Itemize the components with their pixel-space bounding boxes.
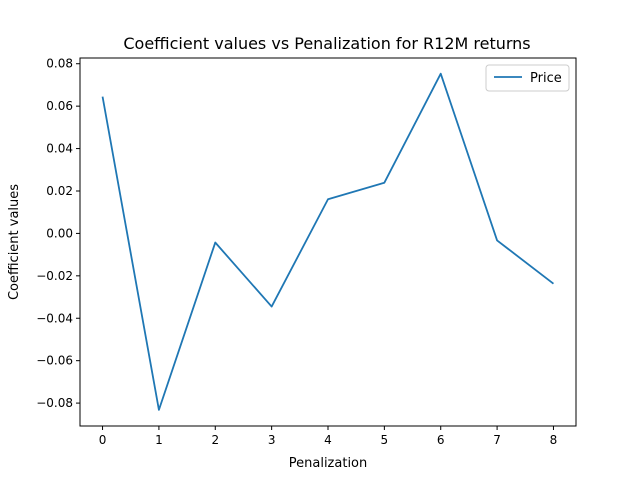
x-tick-label: 8 [550, 433, 558, 447]
y-tick-label: −0.06 [36, 354, 73, 368]
x-tick-label: 7 [493, 433, 501, 447]
x-tick-label: 5 [381, 433, 389, 447]
y-axis-label: Coefficient values [7, 184, 22, 300]
legend: Price [485, 64, 570, 92]
y-tick-label: 0.06 [46, 99, 73, 113]
y-tick-label: 0.00 [46, 226, 73, 240]
y-tick-label: 0.04 [46, 142, 73, 156]
series-line-price [101, 72, 554, 411]
plot-frame [79, 57, 577, 427]
x-tick-label: 6 [437, 433, 445, 447]
x-tick-label: 1 [155, 433, 163, 447]
chart-title: Coefficient values vs Penalization for R… [123, 34, 530, 53]
y-axis-ticks: −0.08 −0.06 −0.04 −0.02 0.00 0.02 0.04 0.06 0.08 [36, 57, 80, 410]
y-tick-label: −0.04 [36, 311, 73, 325]
y-tick-label: 0.08 [46, 57, 73, 71]
legend-box [485, 64, 570, 92]
legend-label-price: Price [530, 71, 562, 86]
x-tick-label: 4 [324, 433, 332, 447]
x-tick-label: 3 [268, 433, 276, 447]
y-tick-label: 0.02 [46, 184, 73, 198]
x-tick-label: 2 [211, 433, 219, 447]
x-axis-ticks: 0 1 2 3 4 5 6 7 8 [99, 426, 558, 447]
x-axis-label: Penalization [289, 456, 368, 471]
y-tick-label: −0.08 [36, 396, 73, 410]
x-tick-label: 0 [99, 433, 107, 447]
y-tick-label: −0.02 [36, 269, 73, 283]
